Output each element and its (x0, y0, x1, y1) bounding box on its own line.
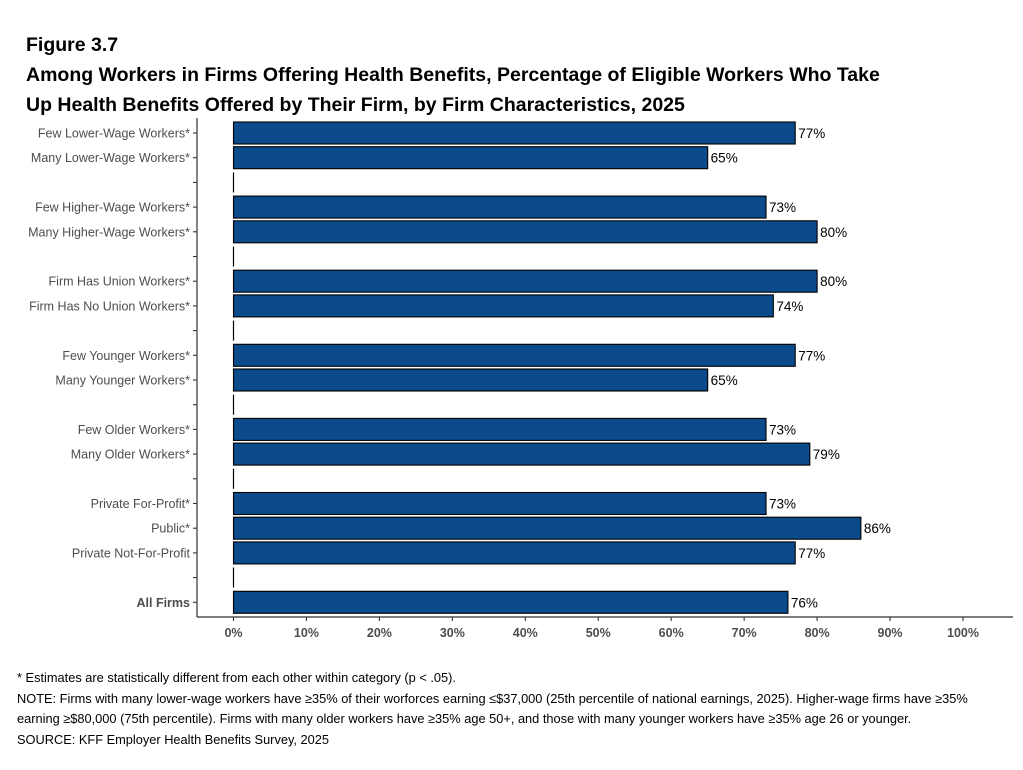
bar (232, 417, 767, 441)
figure-title: Figure 3.7 Among Workers in Firms Offeri… (26, 30, 880, 120)
y-tick-label: Few Lower-Wage Workers* (38, 127, 190, 141)
data-label: 77% (798, 348, 825, 363)
x-tick-label: 30% (440, 626, 465, 640)
bar (232, 442, 811, 466)
bar (232, 294, 774, 318)
data-label: 77% (798, 126, 825, 141)
note-text: NOTE: Firms with many lower-wage workers… (17, 690, 968, 727)
data-label: 79% (813, 447, 840, 462)
source-text: SOURCE: KFF Employer Health Benefits Sur… (17, 731, 329, 747)
data-label: 80% (820, 225, 847, 240)
bar (232, 146, 709, 170)
y-tick-label: Many Older Workers* (71, 448, 190, 462)
y-tick-label: Private For-Profit* (91, 497, 190, 511)
x-tick-label: 80% (805, 626, 830, 640)
x-tick-label: 60% (659, 626, 684, 640)
bar-chart: 0% 10% 20% 30% 40% 50% 60% 70% 80% 90% 100% Few Low… (28, 118, 1013, 640)
bar (232, 269, 818, 293)
y-tick-label: Public* (151, 522, 190, 536)
x-tick-label: 90% (878, 626, 903, 640)
x-tick-label: 10% (294, 626, 319, 640)
bar (232, 368, 709, 392)
x-tick-label: 50% (586, 626, 611, 640)
y-tick-label: Few Older Workers* (78, 423, 190, 437)
chart-notes: * Estimates are statistically different … (17, 668, 1007, 750)
footnote: * Estimates are statistically different … (17, 670, 456, 685)
y-tick-label: Private Not-For-Profit (72, 546, 191, 560)
bar (232, 121, 796, 145)
y-tick-label: Many Higher-Wage Workers* (28, 225, 190, 239)
y-tick-label: Few Higher-Wage Workers* (35, 201, 190, 215)
bar (232, 343, 796, 367)
data-label: 73% (769, 497, 796, 512)
x-tick-label: 40% (513, 626, 538, 640)
bar (232, 195, 767, 219)
x-tick-label: 100% (947, 626, 979, 640)
figure-title-line-2: Up Health Benefits Offered by Their Firm… (26, 94, 685, 116)
data-label: 80% (820, 274, 847, 289)
bar (232, 516, 862, 540)
x-tick-label: 70% (732, 626, 757, 640)
data-label: 73% (769, 200, 796, 215)
y-tick-label: Firm Has No Union Workers* (29, 299, 190, 313)
bar (232, 220, 818, 244)
y-tick-label: Firm Has Union Workers* (49, 275, 191, 289)
bar (232, 491, 767, 516)
bar (232, 541, 796, 565)
data-label: 65% (711, 151, 738, 166)
y-tick-label: Few Younger Workers* (62, 349, 190, 363)
data-label: 73% (769, 422, 796, 437)
data-label: 74% (776, 299, 803, 314)
x-tick-label: 0% (224, 626, 242, 640)
x-tick-label: 20% (367, 626, 392, 640)
bar (232, 590, 789, 614)
data-label: 65% (711, 373, 738, 388)
y-tick-label: All Firms (137, 596, 191, 610)
y-tick-label: Many Younger Workers* (55, 374, 190, 388)
figure-title-line-1: Among Workers in Firms Offering Health B… (26, 64, 880, 86)
data-label: 76% (791, 595, 818, 610)
y-tick-label: Many Lower-Wage Workers* (31, 151, 190, 165)
data-label: 77% (798, 546, 825, 561)
figure-number: Figure 3.7 (26, 34, 119, 56)
data-label: 86% (864, 521, 891, 536)
